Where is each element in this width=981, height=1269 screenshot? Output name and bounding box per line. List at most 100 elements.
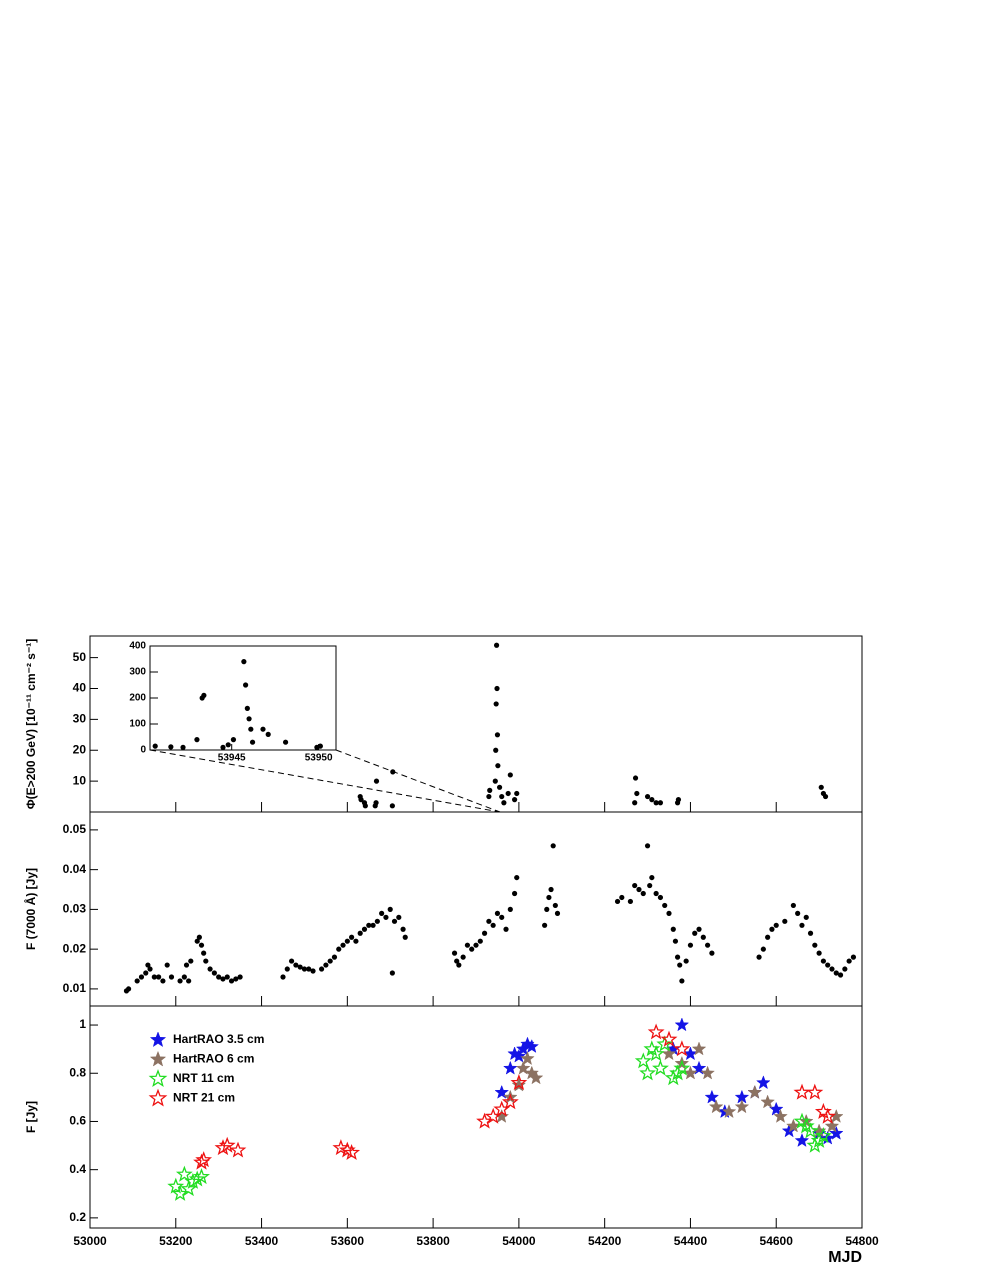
data-point: [674, 1017, 690, 1032]
data-point: [544, 906, 550, 912]
data-point: [614, 898, 621, 905]
data-point: [647, 882, 653, 889]
data-point: [198, 942, 205, 948]
data-point: [145, 962, 151, 968]
legend-marker: [149, 1031, 167, 1048]
data-point: [310, 968, 316, 974]
data-point: [487, 787, 493, 793]
x-tick-label: 53950: [305, 753, 333, 764]
data-point: [160, 978, 166, 984]
data-point: [400, 926, 406, 932]
data-point: [196, 934, 202, 940]
data-point: [493, 701, 499, 707]
data-point: [691, 1060, 707, 1075]
data-point: [627, 898, 634, 905]
data-point: [514, 790, 520, 797]
data-point: [126, 986, 132, 992]
data-point: [402, 934, 408, 940]
data-point: [243, 682, 249, 688]
data-point: [494, 732, 501, 738]
data-point: [524, 1038, 540, 1053]
data-point: [672, 938, 679, 944]
y-tick-label: 0: [140, 745, 146, 756]
data-point: [260, 726, 266, 732]
y-tick-label: 0.4: [69, 1162, 86, 1176]
data-point: [822, 793, 829, 800]
data-point: [632, 800, 638, 806]
data-point: [357, 930, 363, 936]
data-point: [138, 974, 145, 980]
data-point: [634, 790, 640, 797]
data-point: [194, 938, 200, 944]
y-tick-label: 10: [73, 773, 87, 787]
data-point: [301, 966, 308, 972]
data-point: [773, 1108, 788, 1123]
x-tick-label: 53400: [245, 1234, 279, 1248]
y-tick-label: 0.01: [63, 981, 87, 995]
data-point: [666, 910, 672, 916]
data-point: [177, 978, 183, 984]
data-point: [803, 914, 809, 920]
data-point: [167, 1177, 185, 1194]
data-point: [704, 1089, 720, 1104]
x-tick-label: 53600: [331, 1234, 365, 1248]
data-point: [151, 974, 157, 980]
data-point: [228, 978, 235, 984]
y-tick-label: 400: [129, 641, 146, 652]
data-point: [181, 974, 187, 980]
data-point: [168, 744, 174, 750]
data-point: [807, 930, 814, 936]
data-point: [344, 938, 350, 944]
data-point: [464, 942, 471, 948]
data-point: [816, 950, 822, 956]
data-point: [233, 976, 239, 982]
data-point: [390, 769, 396, 775]
data-point: [361, 926, 368, 932]
data-point: [510, 1074, 528, 1091]
data-point: [370, 922, 376, 928]
data-point: [687, 942, 694, 948]
data-point: [225, 742, 231, 748]
data-point: [828, 1125, 844, 1140]
data-point: [790, 902, 796, 909]
data-point: [657, 800, 664, 806]
data-point: [520, 1051, 535, 1066]
data-point: [327, 958, 333, 964]
data-point: [837, 972, 844, 978]
legend-label: NRT 11 cm: [173, 1071, 234, 1085]
data-point: [168, 974, 175, 980]
data-point: [511, 890, 518, 897]
data-point: [396, 914, 402, 920]
data-point: [842, 966, 848, 972]
data-point: [850, 954, 857, 960]
data-point: [241, 659, 247, 665]
x-tick-label: 53945: [218, 753, 246, 764]
data-point: [653, 890, 659, 897]
data-point: [619, 894, 625, 901]
data-point: [705, 942, 711, 948]
data-point: [152, 743, 158, 749]
data-point: [306, 966, 312, 972]
x-tick-label: 54800: [845, 1234, 879, 1248]
data-point: [677, 962, 683, 968]
data-point: [802, 1122, 819, 1139]
data-point: [818, 784, 824, 790]
data-point: [495, 763, 501, 769]
data-point: [734, 1099, 750, 1114]
data-point: [507, 906, 513, 912]
data-point: [507, 772, 513, 778]
data-point: [366, 922, 372, 928]
data-point: [134, 978, 140, 984]
data-point: [721, 1104, 737, 1119]
data-point: [180, 744, 186, 751]
data-point: [224, 974, 230, 980]
data-point: [799, 922, 805, 928]
data-point: [756, 1075, 771, 1090]
data-point: [195, 1151, 213, 1168]
legend-label: HartRAO 3.5 cm: [173, 1032, 264, 1046]
data-point: [331, 954, 338, 960]
data-point: [473, 942, 479, 948]
x-tick-label: 54200: [588, 1234, 622, 1248]
y-axis-label: F [Jy]: [24, 1101, 38, 1133]
